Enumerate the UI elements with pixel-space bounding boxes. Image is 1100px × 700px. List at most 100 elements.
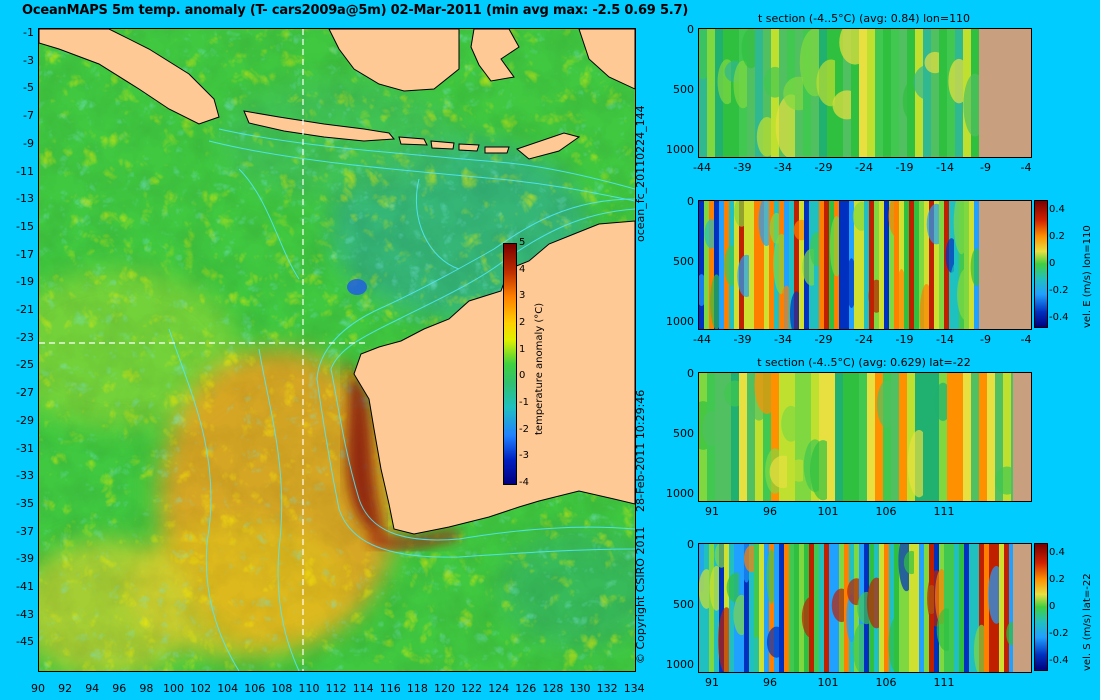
section-stripe xyxy=(947,373,956,501)
section-stripe xyxy=(864,201,870,329)
section-stripe xyxy=(979,544,985,672)
depth-tick-label: 1000 xyxy=(666,487,694,500)
lat-tick-label: -17 xyxy=(16,247,34,261)
lat-tick-label: -39 xyxy=(16,552,34,566)
section-stripe xyxy=(919,544,925,672)
depth-tick-label: 500 xyxy=(673,83,694,96)
depth-tick-label: 500 xyxy=(673,427,694,440)
velocity-colorbar-tick: -0.2 xyxy=(1049,285,1069,296)
section-stripe xyxy=(723,373,732,501)
lon-tick-label: 102 xyxy=(190,682,212,695)
section-stripe xyxy=(995,373,1004,501)
section-panel-3[interactable] xyxy=(698,372,1032,502)
section-panel-4[interactable] xyxy=(698,543,1032,673)
velocity-colorbar xyxy=(1034,200,1048,328)
section-x-tick-label: -14 xyxy=(936,161,954,174)
lat-tick-label: -11 xyxy=(16,164,34,178)
lon-tick-label: 108 xyxy=(271,682,293,695)
section-stripe xyxy=(859,29,868,157)
section-stripe xyxy=(749,544,755,672)
section-stripe xyxy=(844,544,850,672)
section-stripe xyxy=(919,201,925,329)
section-x-tick-label: -9 xyxy=(980,333,991,346)
figure-title: OceanMAPS 5m temp. anomaly (T- cars2009a… xyxy=(22,3,689,18)
section-stripe xyxy=(914,544,920,672)
section-stripe xyxy=(969,544,975,672)
section-stripe xyxy=(729,544,735,672)
section-stripe xyxy=(739,373,748,501)
lat-tick-label: -37 xyxy=(16,524,34,538)
lat-tick-label: -3 xyxy=(23,53,34,67)
section-stripe xyxy=(979,373,988,501)
section-x-tick-label: -44 xyxy=(693,333,711,346)
section-field xyxy=(699,29,1031,157)
lon-tick-label: 126 xyxy=(515,682,537,695)
temperature-anomaly-map[interactable] xyxy=(38,28,636,672)
lon-tick-label: 96 xyxy=(112,682,127,695)
section-stripe xyxy=(879,201,885,329)
velocity-colorbar-tick: 0.2 xyxy=(1049,231,1065,242)
velocity-colorbar-tick: -0.4 xyxy=(1049,655,1069,666)
lon-tick-label: 110 xyxy=(298,682,320,695)
section-stripe xyxy=(794,201,800,329)
lat-tick-label: -27 xyxy=(16,386,34,400)
section-x-tick-label: -4 xyxy=(1020,161,1032,174)
depth-tick-label: 0 xyxy=(687,538,694,551)
lat-tick-label: -9 xyxy=(23,136,34,150)
lat-tick-label: -1 xyxy=(23,26,34,39)
section-stripe xyxy=(799,544,805,672)
section-stripe xyxy=(931,29,940,157)
section-stripe xyxy=(859,373,868,501)
map-colorbar-tick: -4 xyxy=(519,477,529,488)
section-stripe xyxy=(889,201,895,329)
section-stripe xyxy=(784,544,790,672)
velocity-colorbar-tick: 0 xyxy=(1049,601,1056,612)
section-land xyxy=(979,201,1031,329)
section-stripe xyxy=(875,373,884,501)
issued-timestamp: 28-Feb-2011 10:29:46 xyxy=(634,389,647,512)
section-panel-1[interactable] xyxy=(698,28,1032,158)
section-x-tick-label: 91 xyxy=(705,676,719,689)
section-stripe xyxy=(867,29,876,157)
section-x-tick-label: -29 xyxy=(814,161,833,174)
lon-tick-label: 132 xyxy=(596,682,618,695)
depth-tick-label: 0 xyxy=(687,367,694,380)
section-stripe xyxy=(974,544,980,672)
section-x-tick-label: -4 xyxy=(1020,333,1032,346)
section-x-tick-label: -39 xyxy=(733,161,752,174)
section-stripe xyxy=(859,201,865,329)
map-canvas xyxy=(39,29,635,671)
map-colorbar xyxy=(503,243,517,485)
section-stripe xyxy=(899,29,908,157)
section-stripe xyxy=(907,373,916,501)
section-stripe xyxy=(909,544,915,672)
section-field xyxy=(699,201,1031,329)
section-field xyxy=(699,373,1031,501)
section-x-tick-label: -19 xyxy=(895,161,914,174)
section-stripe xyxy=(824,544,830,672)
section-stripe xyxy=(811,373,820,501)
map-colorbar-tick: 3 xyxy=(519,290,526,302)
section-stripe xyxy=(794,544,800,672)
section-stripe xyxy=(894,544,900,672)
section-stripe xyxy=(939,201,945,329)
section-stripe xyxy=(719,201,725,329)
depth-tick-label: 1000 xyxy=(666,143,694,156)
velocity-colorbar-tick: 0 xyxy=(1049,258,1056,269)
section-x-tick-label: -44 xyxy=(693,161,711,174)
section-stripe xyxy=(869,201,875,329)
lat-tick-label: -31 xyxy=(16,441,34,455)
section-stripe xyxy=(851,373,860,501)
section-stripe xyxy=(749,201,755,329)
section-stripe xyxy=(699,544,705,672)
lat-tick-label: -19 xyxy=(16,275,34,289)
lat-tick-label: -23 xyxy=(16,330,34,344)
section-stripe xyxy=(774,544,780,672)
section-stripe xyxy=(971,373,980,501)
lat-tick-label: -45 xyxy=(16,635,34,649)
section-x-tick-label: 111 xyxy=(933,676,955,689)
section-panel-2[interactable] xyxy=(698,200,1032,330)
section-x-tick-label: -34 xyxy=(774,333,792,346)
section-stripe xyxy=(719,544,725,672)
lat-tick-label: -7 xyxy=(23,109,34,123)
